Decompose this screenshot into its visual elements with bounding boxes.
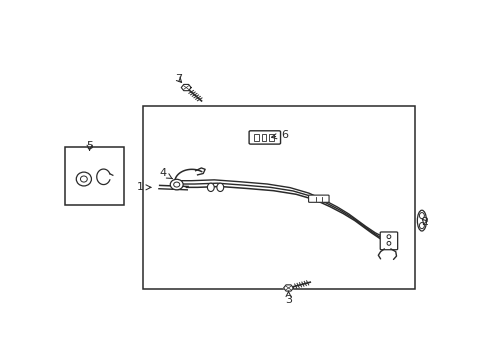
Ellipse shape <box>416 210 426 231</box>
Polygon shape <box>283 285 293 291</box>
FancyBboxPatch shape <box>308 195 328 202</box>
Ellipse shape <box>207 183 214 192</box>
Bar <box>261 134 265 141</box>
Ellipse shape <box>81 176 87 182</box>
Polygon shape <box>181 85 191 91</box>
Ellipse shape <box>76 172 91 186</box>
Bar <box>142 105 415 288</box>
Text: 5: 5 <box>86 141 93 151</box>
FancyBboxPatch shape <box>248 131 280 144</box>
Bar <box>253 134 258 141</box>
Ellipse shape <box>386 242 390 245</box>
Ellipse shape <box>173 182 180 187</box>
Text: 3: 3 <box>285 292 291 305</box>
Text: 1: 1 <box>137 183 151 192</box>
Bar <box>268 134 273 141</box>
Bar <box>65 147 123 205</box>
Text: 2: 2 <box>421 217 427 227</box>
Ellipse shape <box>419 222 424 229</box>
Text: 4: 4 <box>160 168 172 179</box>
FancyBboxPatch shape <box>380 232 397 250</box>
Ellipse shape <box>217 183 223 192</box>
Ellipse shape <box>386 235 390 239</box>
Text: 7: 7 <box>175 74 182 84</box>
Text: 6: 6 <box>271 130 287 140</box>
Ellipse shape <box>419 212 424 219</box>
Ellipse shape <box>170 179 183 190</box>
